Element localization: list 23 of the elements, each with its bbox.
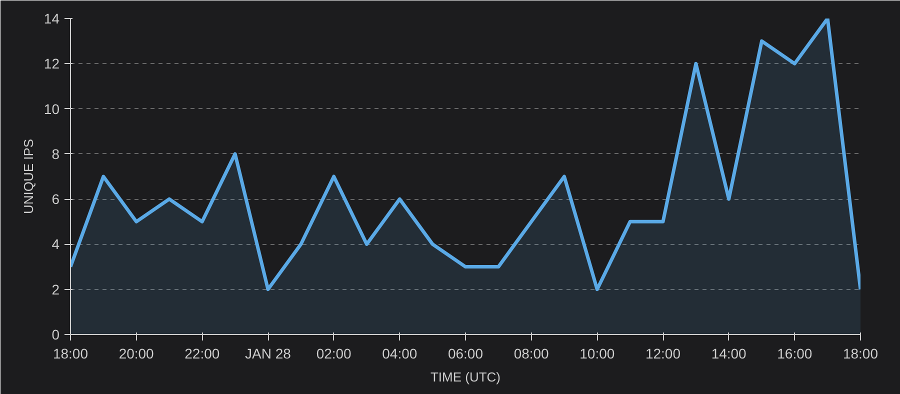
y-tick-label: 12	[44, 56, 60, 72]
x-tick-label: 02:00	[316, 346, 352, 362]
x-tick-label: 08:00	[514, 346, 550, 362]
x-tick-label: 18:00	[842, 346, 878, 362]
y-tick-label: 8	[52, 146, 60, 162]
x-tick-label: JAN 28	[245, 346, 292, 362]
x-tick-label: 18:00	[52, 346, 88, 362]
y-tick-label: 4	[52, 236, 60, 252]
x-tick-label: 06:00	[448, 346, 484, 362]
x-tick-label: 22:00	[184, 346, 220, 362]
y-tick-label: 2	[52, 281, 60, 298]
x-tick-label: 04:00	[382, 346, 418, 362]
y-tick-label: 10	[44, 100, 60, 117]
y-axis-title: UNIQUE IPS	[20, 138, 36, 214]
y-tick-label: 0	[52, 326, 60, 342]
y-tick-label: 6	[52, 191, 60, 208]
x-tick-label: 14:00	[711, 346, 747, 362]
x-tick-label: 16:00	[777, 346, 812, 362]
y-tick-label: 14	[44, 10, 60, 26]
x-tick-label: 12:00	[645, 346, 681, 362]
x-tick-label: 20:00	[118, 346, 154, 362]
x-tick-label: 10:00	[580, 346, 615, 362]
x-axis-title: TIME (UTC)	[430, 370, 501, 384]
